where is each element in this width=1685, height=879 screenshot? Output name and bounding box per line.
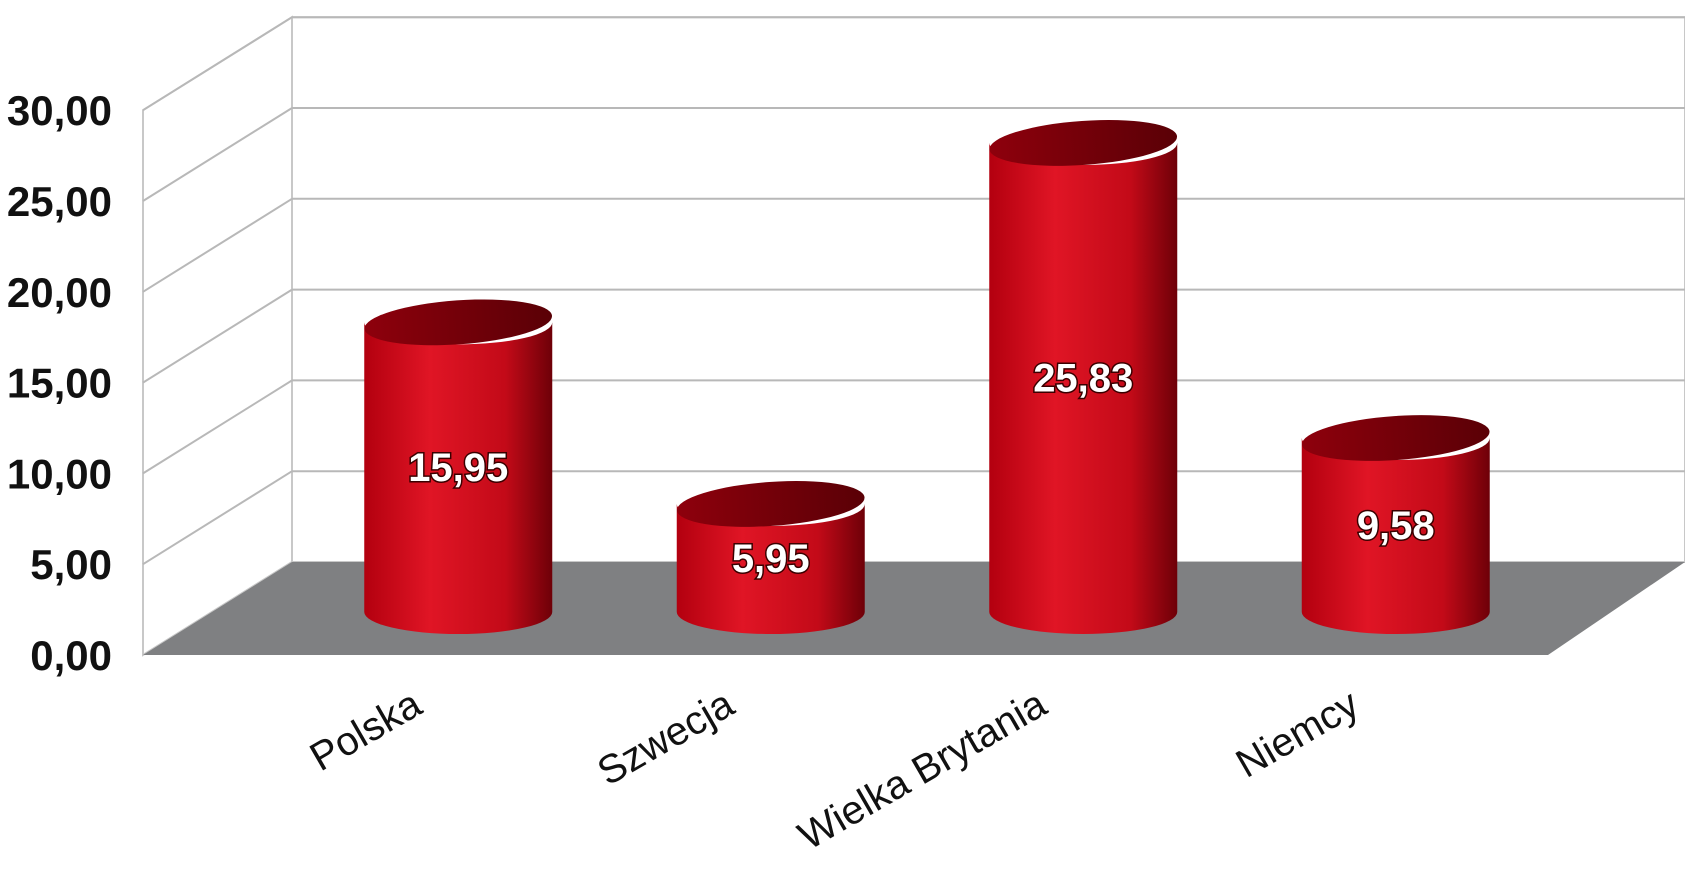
gridline-side (142, 16, 293, 112)
bar-value-label: 5,95 (732, 537, 810, 581)
y-axis-ticks: 0,00 5,00 10,00 15,00 20,00 25,00 30,00 (7, 87, 112, 679)
gridline-side (142, 379, 293, 475)
gridline-side (142, 288, 293, 384)
bar-niemcy: 9,58 (1301, 415, 1490, 634)
y-tick-label: 30,00 (7, 87, 112, 134)
bar-value-label: 9,58 (1357, 504, 1435, 548)
bar-top (989, 120, 1178, 166)
x-tick-label: Polska (303, 681, 430, 780)
bar-body (364, 322, 553, 634)
gridlines (142, 16, 1685, 566)
bar-top (676, 481, 865, 527)
y-tick-label: 20,00 (7, 269, 112, 316)
y-tick-label: 10,00 (7, 450, 112, 497)
bar-szwecja: 5,95 (676, 481, 865, 634)
bar-body (989, 142, 1178, 634)
gridline-side (142, 470, 293, 566)
bar-body (676, 503, 865, 634)
gridline-side (142, 197, 293, 293)
gridline-side (142, 107, 293, 202)
bar-value-label: 25,83 (1033, 356, 1133, 400)
bar-wielka-brytania: 25,83 (989, 120, 1178, 634)
y-tick-label: 25,00 (7, 178, 112, 225)
x-tick-label: Szwecja (590, 681, 742, 794)
x-axis-ticks: Polska Szwecja Wielka Brytania Niemcy (303, 681, 1366, 858)
x-tick-label: Niemcy (1229, 682, 1366, 787)
y-tick-label: 0,00 (30, 632, 112, 679)
bar-polska: 15,95 (364, 299, 553, 634)
bars: 15,95 5,95 25,83 9,58 (364, 120, 1490, 634)
y-tick-label: 5,00 (30, 541, 112, 588)
bar-top (1301, 415, 1490, 461)
x-tick-label: Wielka Brytania (791, 681, 1054, 858)
bar-top (364, 299, 553, 346)
bar-body (1301, 438, 1490, 634)
bar-value-label: 15,95 (408, 446, 508, 490)
y-tick-label: 15,00 (7, 360, 112, 407)
